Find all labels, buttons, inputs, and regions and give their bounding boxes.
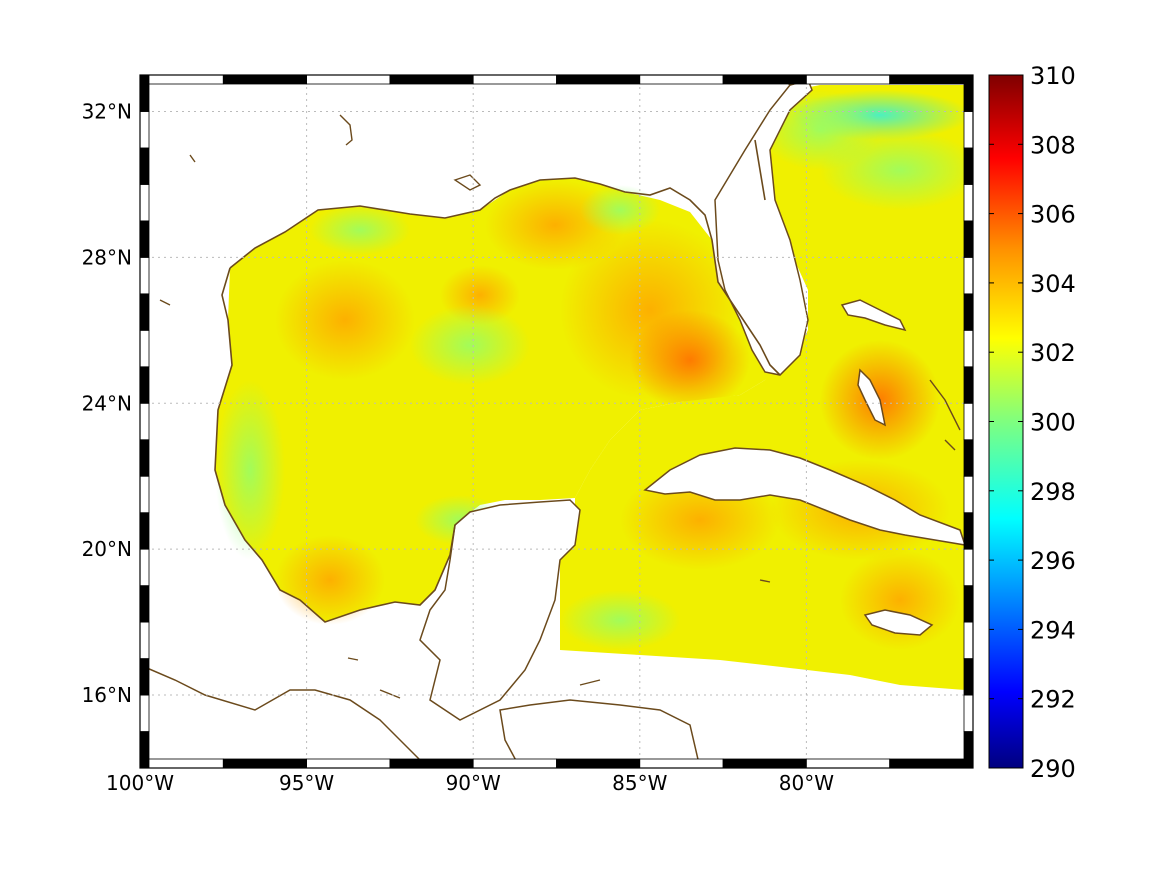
- frame-segment: [963, 731, 974, 769]
- frame-segment: [806, 758, 891, 769]
- frame-segment: [963, 439, 974, 477]
- frame-segment: [963, 293, 974, 331]
- frame-segment: [963, 512, 974, 550]
- frame-segment: [722, 74, 807, 85]
- colorbar-tick-label: 296: [1030, 547, 1076, 575]
- frame-segment: [963, 147, 974, 185]
- frame-segment: [963, 475, 974, 514]
- frame-segment: [139, 402, 150, 441]
- frame-segment: [963, 111, 974, 149]
- latitude-tick-label: 24°N: [82, 391, 132, 415]
- frame-segment: [389, 74, 474, 85]
- longitude-tick-label: 80°W: [779, 771, 834, 795]
- colorbar-tick-label: 310: [1030, 62, 1076, 90]
- frame-segment: [963, 548, 974, 587]
- frame-segment: [963, 184, 974, 222]
- frame-segment: [963, 220, 974, 258]
- frame-segment: [139, 74, 224, 85]
- frame-segment: [639, 758, 724, 769]
- frame-segment: [963, 585, 974, 623]
- colorbar-ticks: 310 308 306 304 302 300 298 296 294 292 290: [989, 62, 1076, 783]
- frame-segment: [963, 74, 974, 112]
- frame-segment: [139, 621, 150, 659]
- frame-segment: [139, 439, 150, 477]
- colorbar-tick-label: 308: [1030, 131, 1076, 159]
- frame-segment: [722, 758, 807, 769]
- frame-segment: [139, 293, 150, 331]
- frame-segment: [139, 548, 150, 587]
- latitude-tick-label: 32°N: [82, 99, 132, 123]
- frame-segment: [963, 694, 974, 732]
- map-frame: [139, 74, 974, 769]
- frame-segment: [639, 74, 724, 85]
- colorbar-tick-label: 300: [1030, 409, 1076, 437]
- frame-segment: [963, 329, 974, 368]
- frame-segment: [389, 758, 474, 769]
- small-islands: [159, 114, 961, 699]
- frame-segment: [139, 731, 150, 769]
- frame-segment: [139, 366, 150, 404]
- colorbar-gradient: [989, 75, 1023, 768]
- frame-segment: [139, 585, 150, 623]
- colorbar-tick-label: 304: [1030, 270, 1076, 298]
- frame-segment: [306, 74, 391, 85]
- frame-segment: [556, 74, 641, 85]
- frame-segment: [139, 329, 150, 368]
- frame-segment: [963, 402, 974, 441]
- frame-segment: [139, 694, 150, 732]
- frame-segment: [889, 74, 974, 85]
- colorbar-tick-label: 292: [1030, 686, 1076, 714]
- land-mask: [140, 79, 967, 768]
- longitude-tick-label: 85°W: [612, 771, 667, 795]
- frame-segment: [139, 512, 150, 550]
- colorbar-tick-label: 298: [1030, 478, 1076, 506]
- frame-segment: [139, 220, 150, 258]
- frame-segment: [889, 758, 974, 769]
- frame-segment: [139, 147, 150, 185]
- frame-segment: [222, 74, 308, 85]
- colorbar: 310 308 306 304 302 300 298 296 294 292 290: [988, 62, 1076, 783]
- latitude-tick-label: 16°N: [82, 683, 132, 707]
- frame-segment: [472, 74, 557, 85]
- longitude-tick-label: 100°W: [106, 771, 174, 795]
- frame-segment: [472, 758, 557, 769]
- colorbar-tick-label: 290: [1030, 755, 1076, 783]
- latitude-tick-label: 28°N: [82, 245, 132, 269]
- frame-segment: [806, 74, 891, 85]
- frame-segment: [556, 758, 641, 769]
- colorbar-tick-label: 294: [1030, 616, 1076, 644]
- frame-outline: [139, 74, 974, 769]
- frame-segment: [139, 658, 150, 696]
- frame-segment: [306, 758, 391, 769]
- frame-segment: [139, 74, 150, 112]
- frame-segment: [139, 475, 150, 514]
- frame-segment: [963, 658, 974, 696]
- longitude-tick-label: 90°W: [446, 771, 501, 795]
- frame-segment: [139, 111, 150, 149]
- frame-segment: [139, 256, 150, 295]
- frame-segment: [963, 621, 974, 659]
- frame-segment: [222, 758, 308, 769]
- latitude-tick-label: 20°N: [82, 537, 132, 561]
- frame-segment: [963, 366, 974, 404]
- latitude-tick-labels: 16°N 20°N 24°N 28°N 32°N: [82, 99, 132, 707]
- map-plot-area: [140, 75, 973, 768]
- frame-segment: [963, 256, 974, 295]
- longitude-tick-labels: 100°W 95°W 90°W 85°W 80°W: [106, 771, 834, 795]
- frame-segment: [139, 758, 224, 769]
- longitude-tick-label: 95°W: [279, 771, 334, 795]
- colorbar-tick-label: 306: [1030, 201, 1076, 229]
- frame-segment: [139, 184, 150, 222]
- colorbar-tick-label: 302: [1030, 339, 1076, 367]
- map-grid: [140, 75, 973, 768]
